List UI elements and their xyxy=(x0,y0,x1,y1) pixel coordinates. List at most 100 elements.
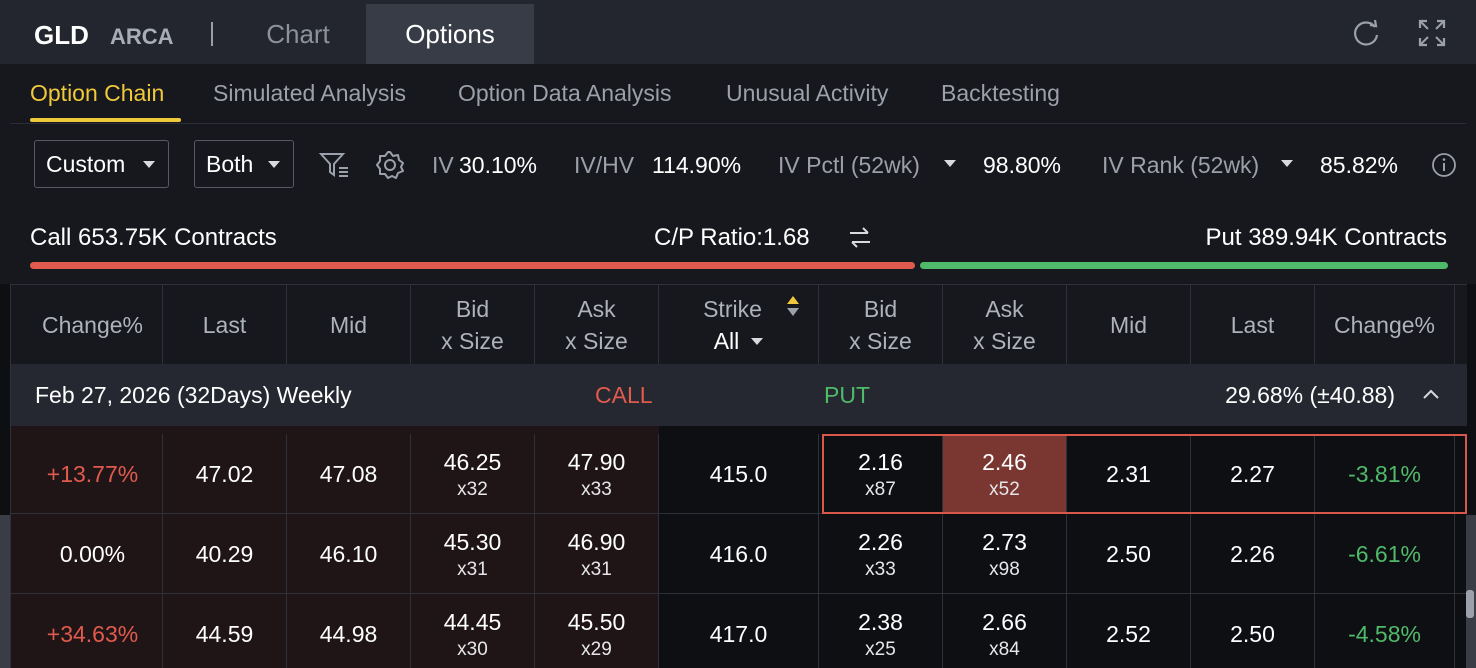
header-label: Last xyxy=(202,312,247,338)
iv-rank-value: 85.82% xyxy=(1320,152,1399,178)
caret-down-icon xyxy=(143,161,155,168)
caret-down-icon[interactable] xyxy=(944,160,956,167)
call-ask-cell[interactable]: 45.50 x29 xyxy=(535,594,659,668)
call-bid-size-value: x31 xyxy=(457,559,488,580)
caret-down-icon[interactable] xyxy=(1281,160,1293,167)
put-change-value: -4.58% xyxy=(1348,621,1421,647)
top-bar: GLD ARCA Chart Options xyxy=(0,0,1476,64)
info-icon[interactable] xyxy=(1431,152,1457,178)
subtab-simulated-analysis[interactable]: Simulated Analysis xyxy=(213,80,407,106)
iv-label: IV xyxy=(432,152,454,178)
tab-options[interactable]: Options xyxy=(366,4,534,64)
fullscreen-icon[interactable] xyxy=(1417,18,1447,48)
side-select[interactable]: Both xyxy=(194,140,294,188)
iv-pctl-select[interactable]: IV Pctl (52wk) xyxy=(778,152,920,178)
put-mid-value: 2.50 xyxy=(1106,541,1151,567)
col-put-ask[interactable]: Ask x Size xyxy=(943,285,1067,365)
tab-chart[interactable]: Chart xyxy=(266,18,330,49)
table-header: Change% Last Mid Bid x Size Ask x Size Str… xyxy=(11,284,1467,365)
put-ask-cell[interactable]: 2.46 x52 xyxy=(943,434,1067,514)
chevron-up-icon[interactable] xyxy=(1421,384,1441,404)
strike-filter-select[interactable]: All xyxy=(714,325,764,357)
call-bid-value: 46.25 xyxy=(443,449,502,475)
range-select-value: Custom xyxy=(46,150,126,177)
call-mid-value: 46.10 xyxy=(319,541,378,567)
col-call-ask[interactable]: Ask x Size xyxy=(535,285,659,365)
col-put-mid[interactable]: Mid xyxy=(1067,285,1191,365)
put-change-cell: -4.58% xyxy=(1315,594,1455,668)
header-label: Last xyxy=(1230,312,1275,338)
col-call-bid[interactable]: Bid x Size xyxy=(411,285,535,365)
put-bid-cell[interactable]: 2.16 x87 xyxy=(819,434,943,514)
col-put-last[interactable]: Last xyxy=(1191,285,1315,365)
put-bid-cell[interactable]: 2.26 x33 xyxy=(819,514,943,594)
strike-cell: 416.0 xyxy=(659,514,819,594)
header-label: Bid xyxy=(863,296,898,322)
table-row[interactable]: +34.63% 44.59 44.98 44.45 x30 45.50 x29 41… xyxy=(11,594,1467,668)
call-change-cell: +13.77% xyxy=(23,434,163,514)
range-select[interactable]: Custom xyxy=(34,140,169,188)
put-change-cell: -6.61% xyxy=(1315,514,1455,594)
side-select-value: Both xyxy=(206,150,254,177)
col-call-mid[interactable]: Mid xyxy=(287,285,411,365)
subtab-backtesting[interactable]: Backtesting xyxy=(941,80,1060,106)
scroll-track-left[interactable] xyxy=(0,515,10,668)
call-change-value: +13.77% xyxy=(46,461,139,487)
call-bid-size-value: x32 xyxy=(457,479,488,500)
subtab-unusual-activity[interactable]: Unusual Activity xyxy=(726,80,889,106)
put-bid-cell[interactable]: 2.38 x25 xyxy=(819,594,943,668)
scroll-thumb[interactable] xyxy=(1466,590,1474,618)
put-change-cell: -3.81% xyxy=(1315,434,1455,514)
table-row[interactable]: +13.77% 47.02 47.08 46.25 x32 47.90 x33 41… xyxy=(11,434,1467,514)
put-bid-size-value: x33 xyxy=(865,559,896,580)
strike-cell: 417.0 xyxy=(659,594,819,668)
strike-value: 415.0 xyxy=(709,461,768,487)
header-label: Bid xyxy=(455,296,490,322)
call-bid-cell[interactable]: 45.30 x31 xyxy=(411,514,535,594)
call-ask-cell[interactable]: 46.90 x31 xyxy=(535,514,659,594)
call-bid-value: 44.45 xyxy=(443,609,502,635)
call-bid-cell[interactable]: 44.45 x30 xyxy=(411,594,535,668)
call-last-value: 47.02 xyxy=(195,461,254,487)
contracts-summary: Call 653.75K Contracts C/P Ratio:1.68 Pu… xyxy=(0,202,1476,284)
subtab-option-chain[interactable]: Option Chain xyxy=(30,80,165,106)
col-call-change[interactable]: Change% xyxy=(23,285,163,365)
option-chain-table: Change% Last Mid Bid x Size Ask x Size Str… xyxy=(10,284,1467,668)
header-label: Mid xyxy=(1109,312,1148,338)
put-ask-value: 2.46 xyxy=(982,449,1027,475)
expiry-group-header[interactable]: Feb 27, 2026 (32Days) Weekly CALL PUT 29… xyxy=(11,364,1467,426)
iv-value: 30.10% xyxy=(459,152,538,178)
call-last-value: 40.29 xyxy=(195,541,254,567)
refresh-icon[interactable] xyxy=(1351,18,1381,48)
col-put-bid[interactable]: Bid x Size xyxy=(819,285,943,365)
divider xyxy=(211,22,213,46)
put-last-cell: 2.27 xyxy=(1191,434,1315,514)
put-mid-value: 2.52 xyxy=(1106,621,1151,647)
header-label: x Size xyxy=(441,328,504,354)
col-call-last[interactable]: Last xyxy=(163,285,287,365)
call-bid-cell[interactable]: 46.25 x32 xyxy=(411,434,535,514)
call-mid-cell: 47.08 xyxy=(287,434,411,514)
header-label: Strike xyxy=(703,296,762,322)
gear-icon[interactable] xyxy=(375,150,405,180)
put-bid-value: 2.26 xyxy=(858,529,903,555)
col-put-change[interactable]: Change% xyxy=(1315,285,1455,365)
iv-rank-select[interactable]: IV Rank (52wk) xyxy=(1102,152,1260,178)
put-volume-bar xyxy=(920,262,1448,269)
call-ask-cell[interactable]: 47.90 x33 xyxy=(535,434,659,514)
col-strike[interactable]: Strike All xyxy=(659,285,819,365)
put-last-cell: 2.26 xyxy=(1191,514,1315,594)
call-mid-cell: 44.98 xyxy=(287,594,411,668)
table-row[interactable]: 0.00% 40.29 46.10 45.30 x31 46.90 x31 416.… xyxy=(11,514,1467,594)
sort-icon[interactable] xyxy=(786,295,800,317)
put-ask-cell[interactable]: 2.66 x84 xyxy=(943,594,1067,668)
call-last-cell: 44.59 xyxy=(163,594,287,668)
put-contracts: Put 389.94K Contracts xyxy=(1205,224,1447,251)
swap-icon[interactable] xyxy=(846,224,874,252)
subtab-option-data-analysis[interactable]: Option Data Analysis xyxy=(458,80,672,106)
filter-icon[interactable] xyxy=(319,151,351,179)
put-ask-cell[interactable]: 2.73 x98 xyxy=(943,514,1067,594)
call-mid-value: 44.98 xyxy=(319,621,378,647)
call-ask-size-value: x33 xyxy=(581,479,612,500)
put-mid-value: 2.31 xyxy=(1106,461,1151,487)
